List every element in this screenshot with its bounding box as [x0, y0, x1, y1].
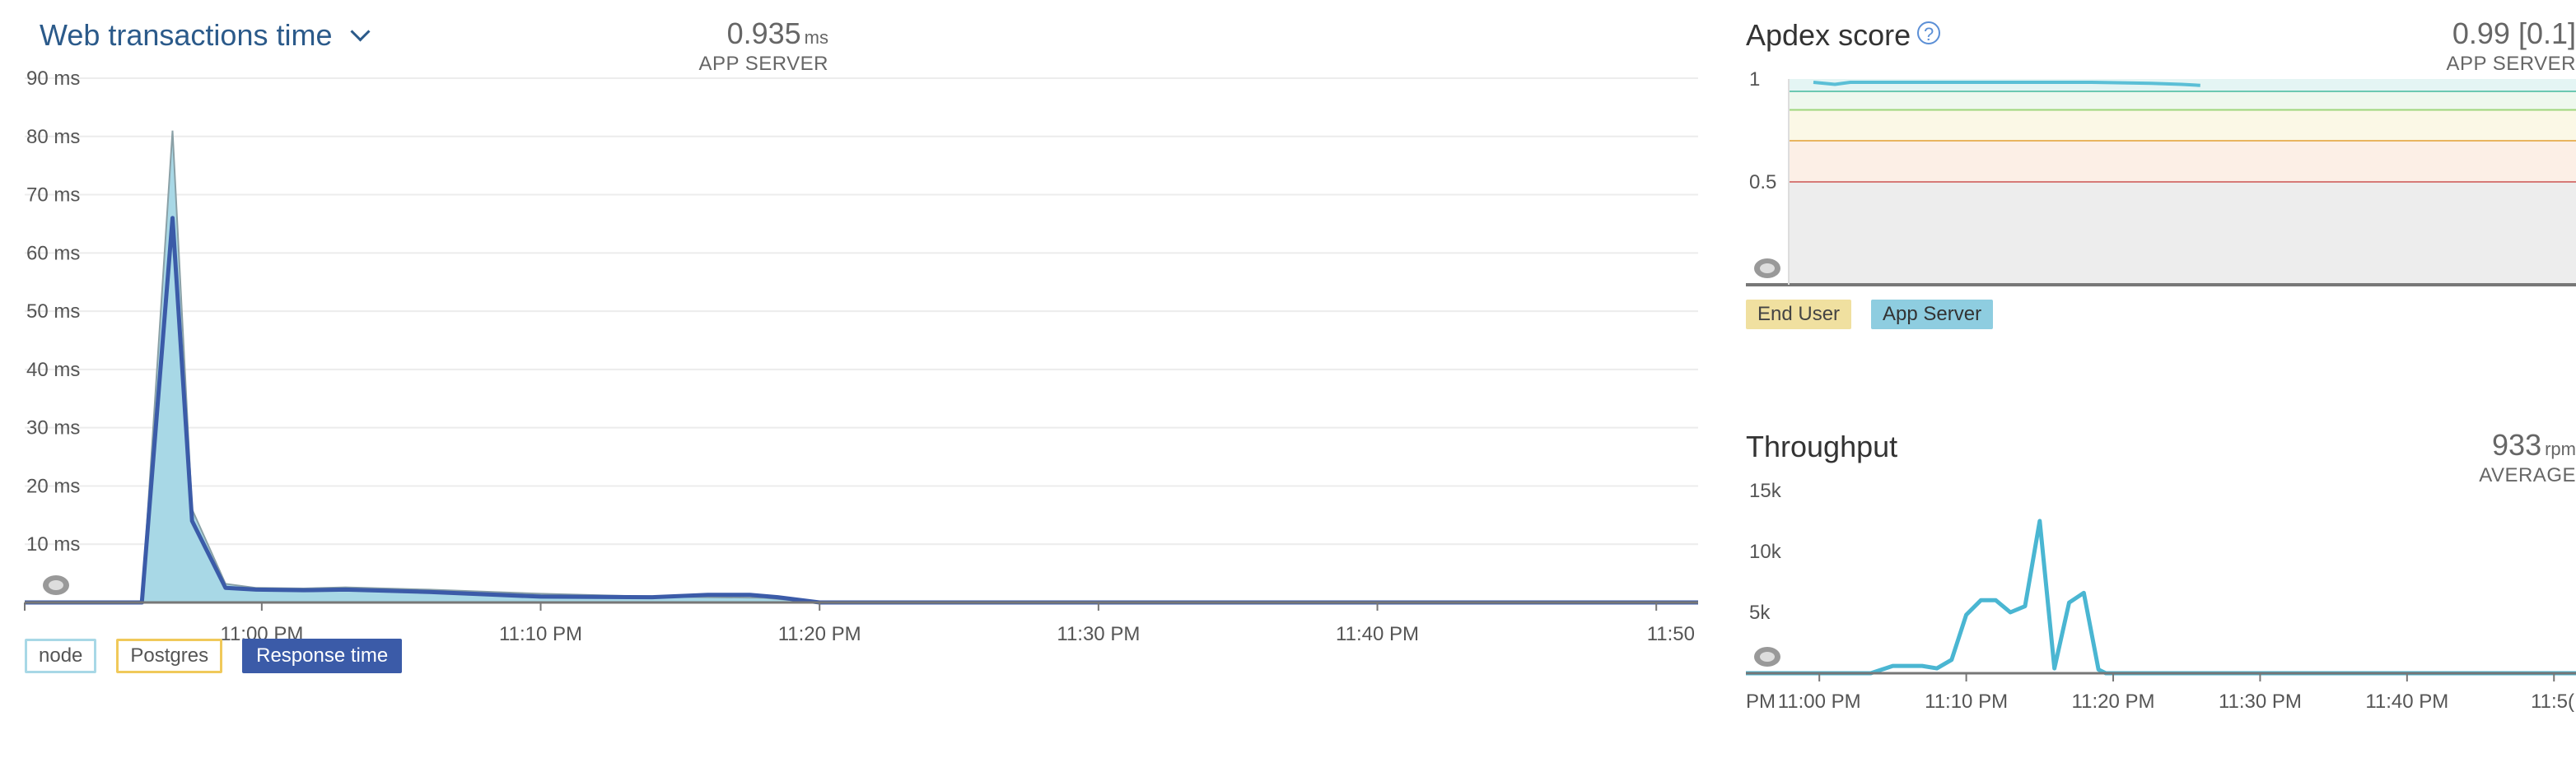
- web-y-tick-label: 70 ms: [26, 184, 80, 207]
- legend-app-server[interactable]: App Server: [1871, 300, 1994, 329]
- help-icon[interactable]: ?: [1917, 21, 1941, 44]
- tp-x-tick-label: 11:30 PM: [2219, 691, 2302, 713]
- tp-x-tick-label: 11:00 PM: [1778, 691, 1861, 713]
- web-x-tick-label: 11:30 PM: [1057, 623, 1140, 645]
- throughput-title: Throughput: [1746, 430, 1898, 463]
- legend-postgres[interactable]: Postgres: [116, 639, 223, 673]
- throughput-sublabel: AVERAGE: [2479, 464, 2576, 486]
- web-value: 0.935: [726, 16, 801, 50]
- tp-x-tick-label: 11:40 PM: [2365, 691, 2448, 713]
- series-node-area: [25, 130, 1698, 603]
- apdex-headline: 0.99 [0.1] APP SERVER: [2446, 16, 2576, 76]
- apdex-band: [1789, 91, 2576, 110]
- web-y-tick-label: 80 ms: [26, 126, 80, 148]
- web-transactions-title-button[interactable]: Web transactions time: [40, 18, 371, 53]
- tp-drag-handle-inner: [1760, 652, 1775, 662]
- web-y-tick-label: 90 ms: [26, 67, 80, 90]
- tp-y-tick-label: 15k: [1749, 480, 1782, 502]
- web-x-tick-label: 11:40 PM: [1336, 623, 1419, 645]
- apdex-y-tick-label: 0.5: [1749, 171, 1776, 193]
- web-y-tick-label: 40 ms: [26, 359, 80, 381]
- tp-x-tick-label: 11:10 PM: [1925, 691, 2008, 713]
- web-transactions-title: Web transactions time: [40, 18, 333, 52]
- web-transactions-chart: 10 ms 20 ms 30 ms 40 ms 50 ms 60 ms 70 ms 80 ms…: [24, 67, 1698, 645]
- apdex-chart: 10.5: [1746, 68, 2576, 286]
- chevron-down-icon: [350, 21, 371, 42]
- web-y-tick-label: 20 ms: [26, 475, 80, 497]
- tp-y-tick-label: 5k: [1749, 602, 1771, 624]
- web-transactions-panel: Web transactions time 0.935 ms APP SERVER…: [24, 16, 1698, 673]
- throughput-value: 933: [2492, 428, 2542, 462]
- web-y-tick-label: 30 ms: [26, 417, 80, 439]
- apdex-y-tick-label: 1: [1749, 68, 1760, 91]
- legend-node[interactable]: node: [25, 639, 97, 673]
- legend-response-time[interactable]: Response time: [242, 639, 403, 673]
- tp-x-tick-label: 11:5(: [2531, 691, 2574, 713]
- apdex-band: [1789, 141, 2576, 182]
- apdex-title-wrap: Apdex score?: [1746, 18, 1941, 53]
- web-legend: node Postgres Response time: [25, 639, 403, 673]
- series-app-server-line: [1813, 81, 2200, 87]
- tp-x-tick-label: 11:20 PM: [2072, 691, 2155, 713]
- web-y-tick-label: 50 ms: [26, 300, 80, 323]
- apdex-sublabel: APP SERVER: [2446, 53, 2576, 75]
- apdex-band: [1789, 182, 2576, 285]
- apdex-panel: Apdex score? 0.99 [0.1] APP SERVER 1 0.5 …: [1746, 0, 2576, 370]
- series-response-time-line: [25, 216, 1698, 605]
- legend-end-user[interactable]: End User: [1746, 300, 1852, 329]
- web-y-tick-label: 60 ms: [26, 242, 80, 264]
- tp-x-tick-label: PM: [1746, 691, 1776, 713]
- web-sublabel: APP SERVER: [698, 53, 828, 75]
- apdex-band: [1789, 109, 2576, 141]
- throughput-chart: 15k 10k 5k PM 11:00 PM 11:10 PM 11:20 PM 11:30 …: [1746, 480, 2576, 713]
- throughput-panel: Throughput 933 rpm AVERAGE 15k 10k 5k PM 11:0…: [1746, 412, 2576, 772]
- web-x-tick-label: 11:50: [1647, 623, 1695, 645]
- web-unit: ms: [804, 27, 828, 48]
- apdex-drag-handle-inner: [1760, 263, 1775, 273]
- apdex-title: Apdex score: [1746, 18, 1911, 52]
- throughput-headline: 933 rpm AVERAGE: [2479, 428, 2576, 487]
- web-headline: 0.935 ms APP SERVER: [698, 16, 828, 76]
- web-drag-handle-inner: [49, 580, 63, 590]
- web-y-tick-label: 10 ms: [26, 533, 80, 556]
- series-throughput-line: [1746, 519, 2576, 676]
- tp-y-tick-label: 10k: [1749, 541, 1782, 563]
- apdex-legend: End User App Server: [1746, 300, 1994, 329]
- apdex-value: 0.99 [0.1]: [2452, 16, 2576, 50]
- throughput-unit: rpm: [2545, 439, 2576, 459]
- web-x-tick-label: 11:20 PM: [778, 623, 861, 645]
- web-x-tick-label: 11:10 PM: [499, 623, 582, 645]
